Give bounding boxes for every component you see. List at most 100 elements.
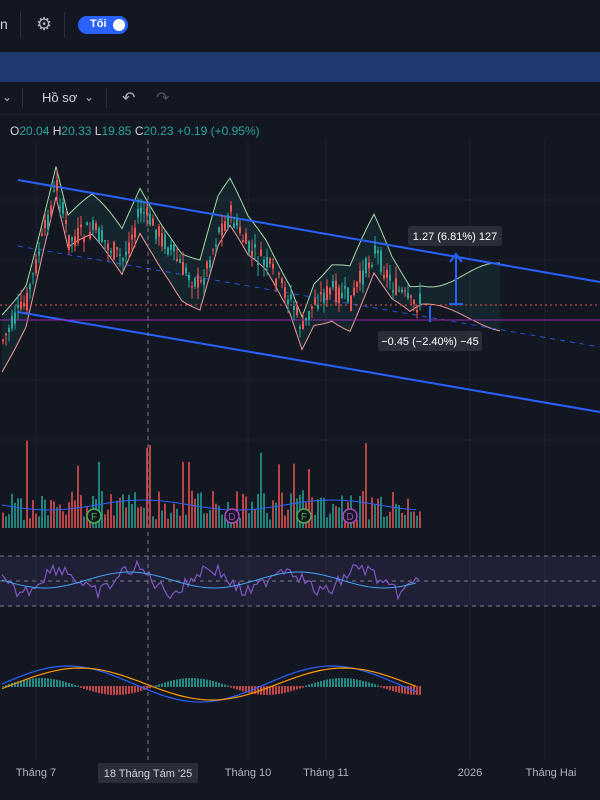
candle-body <box>245 233 247 244</box>
volume-bar <box>122 494 124 528</box>
candle-body <box>8 328 10 332</box>
candle-body <box>383 274 385 279</box>
candle-body <box>11 315 13 329</box>
macd-histogram-bar <box>263 686 265 695</box>
volume-bar <box>62 511 64 528</box>
volume-bar <box>158 491 160 528</box>
volume-bar <box>44 499 46 528</box>
macd-histogram-bar <box>26 679 28 687</box>
candle-body <box>185 267 187 274</box>
ohlc-open-key: O <box>10 124 20 138</box>
candle-body <box>152 218 154 226</box>
macd-histogram-bar <box>227 685 229 687</box>
candle-body <box>236 219 238 226</box>
candle-body <box>221 223 223 236</box>
macd-histogram-bar <box>122 686 124 695</box>
volume-bar <box>221 514 223 528</box>
volume-bar <box>266 513 268 528</box>
volume-bar <box>149 445 151 528</box>
candle-body <box>278 273 280 275</box>
candle-body <box>404 290 406 292</box>
event-label: F <box>301 512 307 523</box>
macd-histogram-bar <box>404 686 406 694</box>
candle-body <box>26 292 28 311</box>
macd-histogram-bar <box>185 678 187 687</box>
macd-histogram-bar <box>125 686 127 695</box>
volume-bar <box>182 461 184 528</box>
candle-body <box>305 317 307 321</box>
volume-bar <box>332 503 334 528</box>
volume-bar <box>278 464 280 528</box>
candle-body <box>233 223 235 228</box>
volume-bar <box>77 465 79 528</box>
volume-bar <box>287 509 289 528</box>
theme-toggle[interactable]: Tối <box>78 16 128 34</box>
candle-body <box>203 278 205 286</box>
volume-bar <box>395 503 397 528</box>
candle-body <box>122 258 124 261</box>
candle-body <box>413 299 415 304</box>
candle-body <box>104 240 106 242</box>
redo-icon[interactable]: ↷ <box>156 90 170 107</box>
macd-histogram-bar <box>80 686 82 688</box>
macd-histogram-bar <box>2 686 4 687</box>
volume-bar <box>53 501 55 528</box>
channel-mid-line <box>17 245 600 348</box>
candle-body <box>296 306 298 315</box>
candle-body <box>188 274 190 281</box>
chart-toolbar: ⌄ Hồ sơ ⌄ ↶ ↷ <box>0 82 600 115</box>
candle-body <box>350 295 352 311</box>
macd-histogram-bar <box>392 686 394 692</box>
macd-histogram-bar <box>248 686 250 693</box>
candle-body <box>329 288 331 295</box>
macd-histogram-bar <box>89 686 91 691</box>
chevron-down-icon[interactable]: ⌄ <box>84 90 95 104</box>
macd-histogram-bar <box>134 686 136 693</box>
candle-body <box>272 263 274 269</box>
measure-annotations[interactable]: 1.27 (6.81%) 127 −0.45 (−2.40%) −45 <box>378 226 502 351</box>
volume-bar <box>35 513 37 528</box>
macd-histogram-bar <box>410 686 412 695</box>
candle-body <box>227 215 229 228</box>
profile-menu[interactable]: Hồ sơ <box>42 90 78 105</box>
time-axis[interactable]: Tháng 7 Tháng 10 Tháng 11 2026 Tháng Hai 18 T… <box>0 140 600 800</box>
macd-histogram-bar <box>98 686 100 694</box>
trend-channel[interactable] <box>0 179 600 413</box>
measure-down-box <box>378 331 482 351</box>
symbol-text[interactable]: n <box>0 16 8 32</box>
macd-histogram-bar <box>362 680 364 687</box>
time-axis-label: Tháng 11 <box>303 767 349 779</box>
volume-bar <box>14 502 16 528</box>
macd-histogram-bar <box>305 685 307 687</box>
macd-histogram-bar <box>158 684 160 687</box>
volume-bar <box>80 495 82 528</box>
volume-bar <box>317 499 319 528</box>
macd-histogram-bar <box>269 686 271 695</box>
candle-body <box>167 247 169 255</box>
volume-bar <box>134 492 136 528</box>
macd-histogram-bar <box>290 686 292 692</box>
volume-bar <box>242 493 244 528</box>
candle-body <box>23 303 25 307</box>
macd-histogram-bar <box>233 686 235 689</box>
candle-body <box>83 237 85 242</box>
volume-bar <box>125 507 127 528</box>
macd-histogram-bar <box>317 681 319 687</box>
chevron-down-icon[interactable]: ⌄ <box>2 90 13 104</box>
macd-histogram-bar <box>242 686 244 692</box>
undo-icon[interactable]: ↶ <box>122 90 136 107</box>
volume-bar <box>356 519 358 528</box>
volume-bar <box>248 513 250 528</box>
candle-body <box>146 207 148 215</box>
macd-histogram-bar <box>236 686 238 690</box>
candle-body <box>128 242 130 254</box>
volume-bar <box>416 515 418 528</box>
gear-icon[interactable]: ⚙ <box>36 14 53 34</box>
macd-histogram-bar <box>95 686 97 693</box>
macd-histogram-bar <box>419 686 421 695</box>
macd-histogram-bar <box>347 678 349 687</box>
candle-body <box>161 233 163 247</box>
macd-histogram-bar <box>224 684 226 687</box>
divider <box>106 88 107 108</box>
